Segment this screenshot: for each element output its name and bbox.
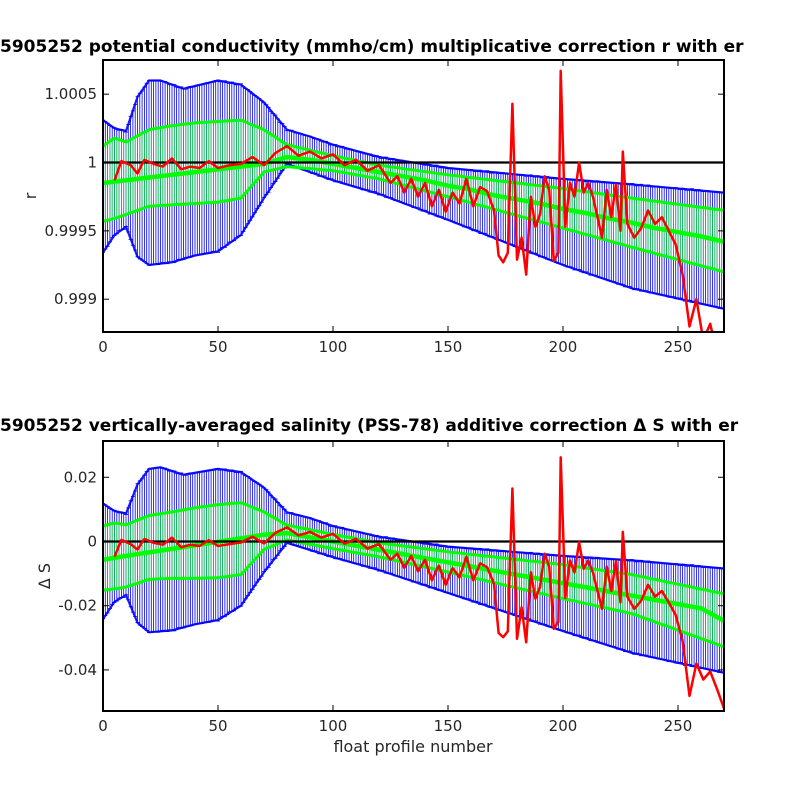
panel-1-ticks: 0 50 100 150 200 250 0.999 0.9995 1 1.0005 — [45, 60, 724, 356]
panel-2-axes-frame — [102, 440, 725, 712]
x-tick-label: 200 — [549, 338, 578, 356]
panel-1-axes-frame — [102, 59, 725, 333]
x-tick-label: 50 — [208, 717, 227, 735]
x-tick-label: 200 — [549, 717, 578, 735]
red-profile-line — [113, 69, 714, 332]
blue-envelope-upper — [103, 466, 724, 570]
green-band-upper — [103, 501, 724, 596]
green-band-lower — [103, 165, 724, 274]
panel-2-y-axis-label: Δ S — [35, 563, 54, 589]
panel-salinity-correction: 5905252 vertically-averaged salinity (PS… — [0, 416, 739, 756]
green-band-lower — [103, 538, 724, 649]
y-tick-label: -0.02 — [58, 597, 97, 615]
y-tick-label: 0.999 — [54, 290, 97, 308]
x-tick-label: 100 — [319, 338, 348, 356]
x-tick-label: 250 — [664, 717, 693, 735]
panel-1-y-axis-label: r — [21, 192, 40, 199]
panel-2-title: 5905252 vertically-averaged salinity (PS… — [0, 416, 739, 436]
x-tick-label: 0 — [98, 717, 108, 735]
blue-envelope-lower — [103, 162, 724, 310]
panel-2-ticks: 0 50 100 150 200 250 -0.04 -0.02 0 0.02 — [58, 441, 724, 735]
blue-envelope-lower — [103, 541, 724, 674]
x-tick-label: 0 — [98, 338, 108, 356]
y-tick-label: -0.04 — [58, 661, 97, 679]
y-tick-label: 0.9995 — [45, 222, 98, 240]
y-tick-label: 1.0005 — [45, 85, 98, 103]
y-tick-label: 0.02 — [64, 468, 97, 486]
panel-2-x-axis-label: float profile number — [333, 737, 493, 756]
x-tick-label: 150 — [434, 717, 463, 735]
panel-conductivity-correction: 5905252 potential conductivity (mmho/cm)… — [0, 37, 744, 356]
green-band-upper — [103, 118, 724, 212]
panel-1-plot — [103, 69, 724, 332]
panel-2-plot — [103, 456, 724, 709]
panel-1-title: 5905252 potential conductivity (mmho/cm)… — [0, 37, 744, 57]
blue-envelope-upper — [103, 79, 724, 194]
x-tick-label: 100 — [319, 717, 348, 735]
x-tick-label: 150 — [434, 338, 463, 356]
x-tick-label: 250 — [664, 338, 693, 356]
red-profile-line — [113, 456, 724, 709]
x-tick-label: 50 — [208, 338, 227, 356]
y-tick-label: 0 — [87, 532, 97, 550]
y-tick-label: 1 — [87, 154, 97, 172]
